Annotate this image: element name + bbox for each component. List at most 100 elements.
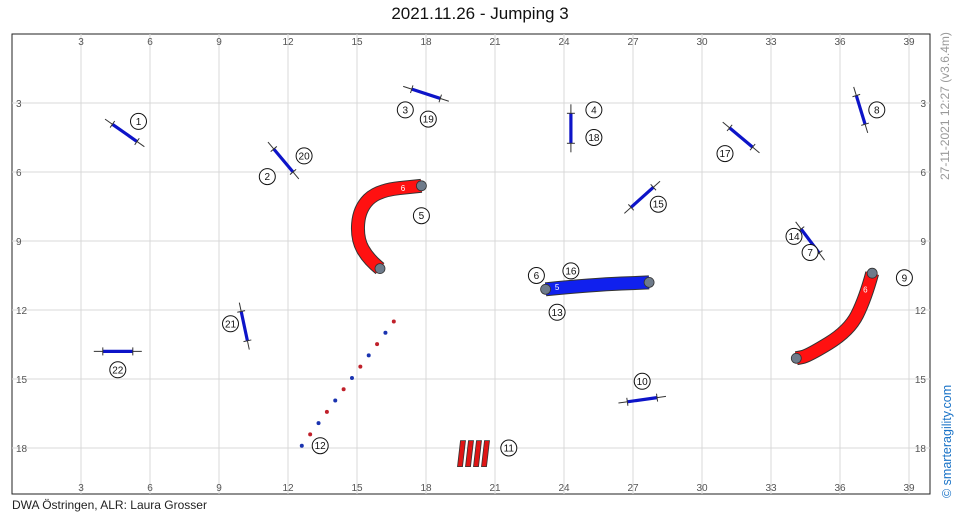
y-tick-label-right: 15	[915, 375, 927, 386]
x-tick-label-top: 6	[147, 37, 153, 48]
number-marker-1: 1	[130, 112, 147, 130]
number-circle	[716, 145, 734, 163]
number-circle	[311, 437, 329, 455]
jump-post	[134, 137, 140, 146]
jump-17	[722, 121, 760, 154]
jump-post	[650, 183, 657, 191]
jump-21	[237, 302, 252, 350]
number-marker-14: 14	[785, 227, 803, 245]
tunnel-body	[545, 276, 650, 296]
x-tick-label-bottom: 15	[351, 483, 363, 494]
number-marker-17: 17	[716, 145, 734, 163]
number-marker-18: 18	[585, 129, 603, 146]
axis-ticks: 3366991212151518182121242427273030333336…	[16, 37, 926, 494]
number-label: 22	[112, 365, 124, 376]
number-label: 10	[637, 377, 649, 388]
tunnel-label: 6	[401, 184, 406, 193]
jump-4-18	[566, 104, 575, 153]
jump-post	[270, 146, 278, 152]
number-label: 18	[588, 133, 600, 144]
page-title: 2021.11.26 - Jumping 3	[391, 4, 569, 23]
y-tick-label-right: 6	[920, 168, 926, 179]
x-tick-label-top: 12	[282, 37, 294, 48]
number-label: 4	[591, 105, 597, 116]
x-tick-label-bottom: 33	[765, 483, 777, 494]
tunnel-end	[643, 276, 655, 288]
number-label: 19	[423, 115, 435, 126]
number-label: 14	[788, 232, 800, 243]
number-circle	[633, 372, 651, 390]
number-label: 5	[419, 211, 425, 222]
number-circle	[649, 195, 667, 213]
jump-post	[628, 204, 635, 211]
number-circle	[585, 129, 603, 146]
number-marker-9: 9	[895, 269, 913, 287]
number-marker-7: 7	[801, 244, 819, 261]
number-circle	[396, 101, 414, 119]
jumps	[93, 85, 870, 406]
jump-2-20	[267, 141, 300, 180]
jump-bar	[239, 311, 249, 342]
y-tick-label-left: 3	[16, 99, 22, 110]
weave-pole	[341, 387, 346, 392]
number-circle	[295, 147, 313, 165]
jump-1	[104, 118, 145, 148]
x-tick-label-top: 18	[420, 37, 432, 48]
jump-post	[109, 120, 116, 128]
number-label: 20	[299, 151, 311, 162]
number-marker-19: 19	[419, 110, 437, 128]
x-tick-label-bottom: 3	[78, 483, 84, 494]
number-label: 11	[504, 444, 515, 455]
number-circle	[527, 267, 545, 284]
tunnel-end	[866, 267, 878, 279]
number-marker-13: 13	[548, 303, 566, 321]
jump-post	[243, 339, 252, 343]
x-tick-label-bottom: 12	[282, 483, 294, 494]
timestamp-version: 27-11-2021 12:27 (v3.6.4m)	[938, 32, 952, 180]
y-tick-label-left: 15	[16, 375, 28, 386]
jump-bar	[272, 147, 295, 174]
tire-slat	[473, 440, 482, 468]
number-label: 1	[136, 117, 142, 128]
weave-pole	[308, 432, 313, 437]
x-tick-label-top: 3	[78, 37, 84, 48]
jump-post	[626, 397, 629, 406]
x-tick-label-top: 21	[489, 37, 501, 48]
number-circle	[785, 227, 803, 245]
number-label: 16	[565, 266, 577, 277]
tunnel-body	[795, 271, 878, 365]
number-marker-4: 4	[585, 101, 603, 119]
weave-pole	[366, 353, 371, 358]
number-circle	[258, 168, 276, 186]
jump-bar	[111, 122, 138, 143]
number-label: 13	[552, 308, 564, 319]
number-circle	[500, 439, 518, 457]
x-tick-label-top: 9	[216, 37, 222, 48]
x-tick-label-bottom: 18	[420, 483, 432, 494]
number-label: 21	[225, 319, 237, 330]
weave-pole	[333, 398, 338, 403]
jump-bar	[629, 186, 655, 209]
number-marker-8: 8	[868, 101, 886, 119]
number-circle	[895, 269, 913, 287]
y-tick-label-left: 6	[16, 168, 22, 179]
y-tick-label-right: 18	[915, 444, 927, 455]
number-marker-6: 6	[527, 267, 545, 284]
brand-label[interactable]: © smarteragility.com	[940, 384, 954, 498]
number-circle	[419, 110, 437, 128]
x-tick-label-top: 33	[765, 37, 777, 48]
x-tick-label-top: 30	[696, 37, 708, 48]
number-label: 2	[265, 172, 271, 183]
x-tick-label-bottom: 6	[147, 483, 153, 494]
weave-12	[299, 319, 396, 448]
number-circle	[130, 112, 147, 130]
jump-22	[93, 347, 142, 356]
number-marker-10: 10	[633, 372, 651, 390]
number-circle	[412, 207, 430, 225]
number-circle	[585, 101, 603, 119]
number-circle	[801, 244, 819, 261]
tunnel-5: 6	[350, 178, 427, 275]
jump-8	[852, 86, 870, 133]
number-marker-22: 22	[109, 361, 127, 379]
